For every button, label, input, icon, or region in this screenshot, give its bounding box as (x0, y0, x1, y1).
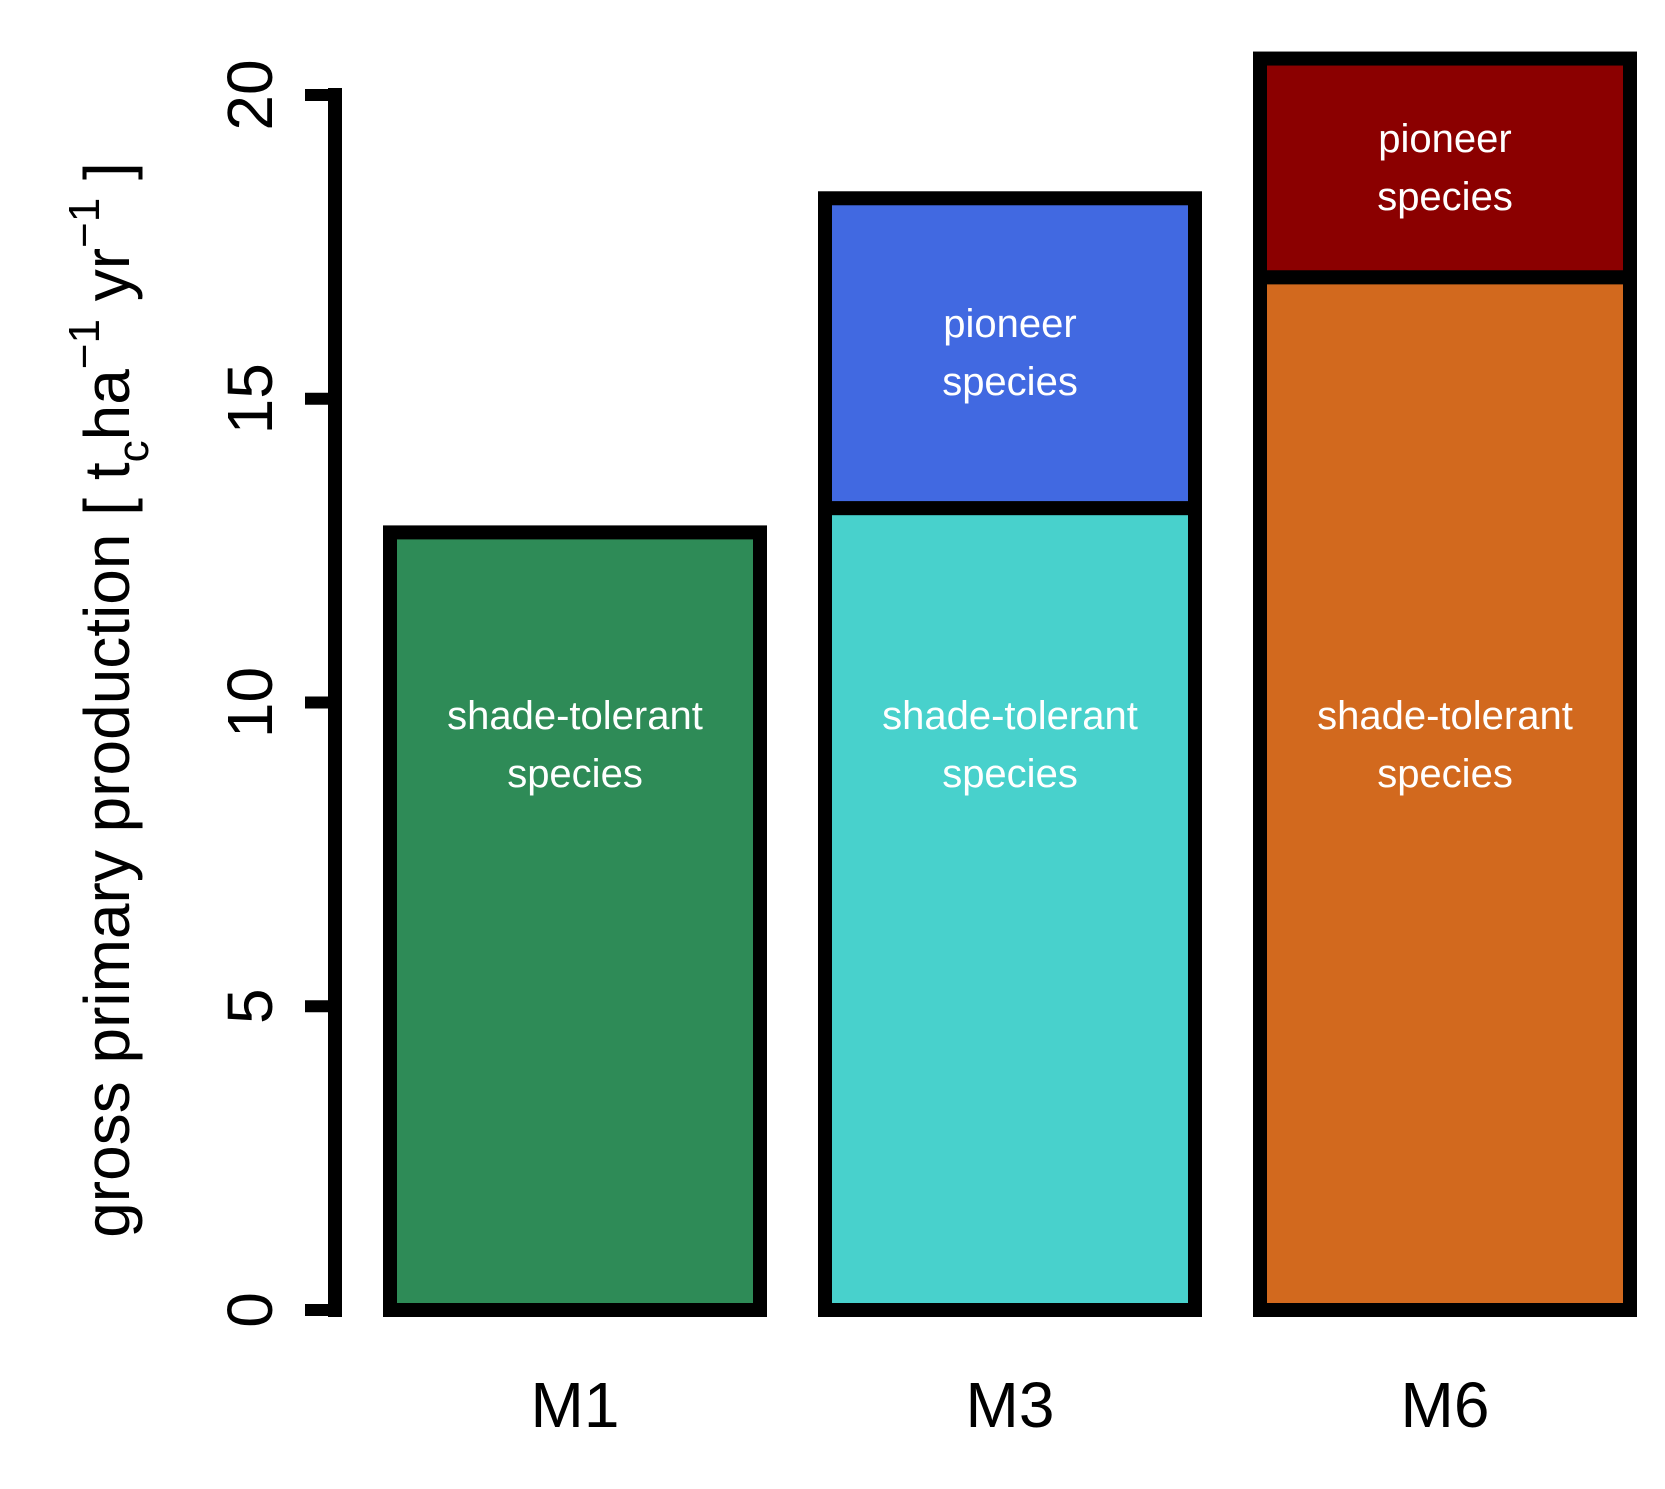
y-axis-label: gross primary production [ tcha−1 yr−1 ] (60, 162, 158, 1238)
bar-segment (1253, 270, 1637, 1317)
segment-label: shade-tolerant species (882, 694, 1138, 797)
y-tick-label: 15 (214, 363, 286, 434)
bar-segment (818, 501, 1202, 1318)
y-axis-label-part: yr (71, 248, 143, 319)
segment-label: shade-tolerant species (447, 694, 703, 797)
y-axis-label-part: −1 (60, 198, 109, 248)
segment-label: pioneer species (1377, 116, 1513, 219)
y-axis-label-part: gross primary production [ t (71, 462, 143, 1238)
x-tick-label: M3 (966, 1369, 1055, 1441)
x-tick-label: M6 (1401, 1369, 1490, 1441)
y-tick-label: 5 (214, 988, 286, 1024)
y-tick-label: 10 (214, 667, 286, 738)
segment-label: pioneer species (942, 302, 1078, 405)
y-axis-label-part: ] (71, 162, 143, 198)
bar-segment (1253, 51, 1637, 285)
y-tick-label: 0 (214, 1292, 286, 1328)
y-axis-label-part: c (109, 440, 158, 462)
y-axis-label-part: ha (71, 369, 143, 441)
y-axis-label-part: −1 (60, 319, 109, 369)
y-tick-label: 20 (214, 59, 286, 130)
bar-segment (383, 525, 767, 1317)
x-tick-label: M1 (531, 1369, 620, 1441)
segment-label: shade-tolerant species (1317, 694, 1573, 797)
bar-segment (818, 191, 1202, 516)
